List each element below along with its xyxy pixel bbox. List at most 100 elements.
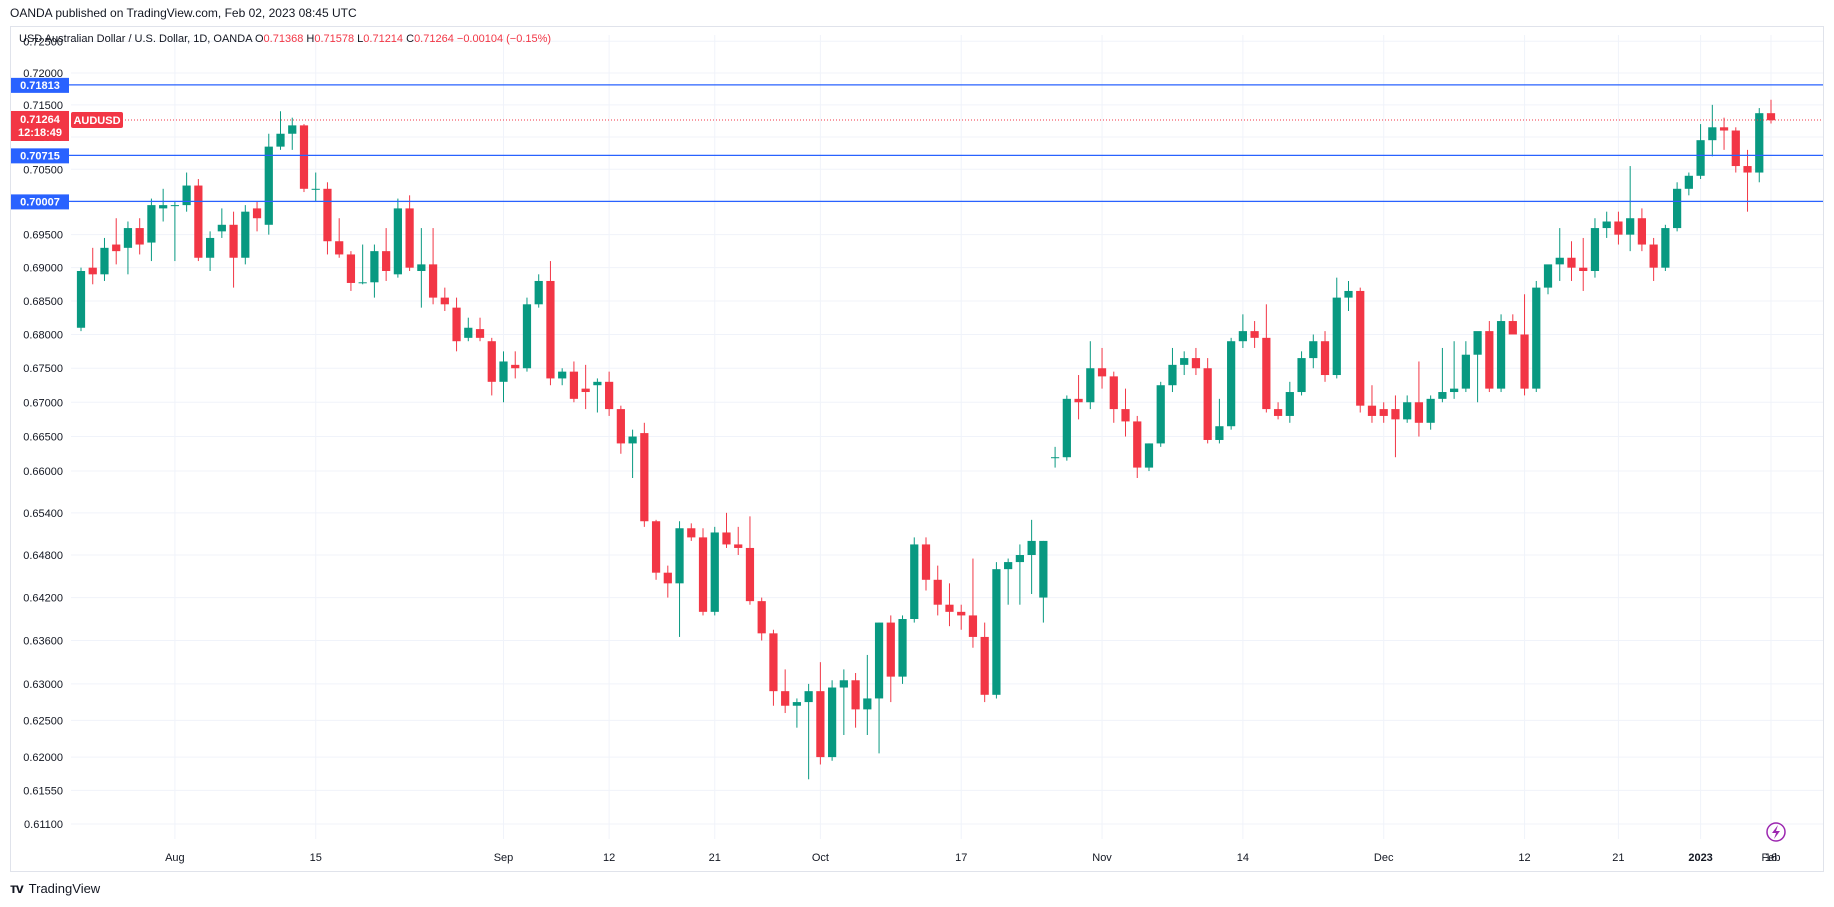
y-tick-label: 0.63000 [23, 679, 63, 691]
legend-h-value: 0.71578 [314, 33, 357, 45]
candle-body [968, 615, 978, 637]
candle-body [358, 282, 367, 284]
candle-body [1086, 368, 1095, 403]
candle-body [781, 691, 790, 706]
candle-body [828, 687, 837, 758]
x-tick-label: 21 [709, 852, 721, 864]
y-tick-label: 0.66000 [23, 466, 63, 478]
candle-body [569, 371, 579, 399]
candle-body [1485, 331, 1494, 389]
candle-body [886, 622, 895, 677]
candle-body [299, 125, 309, 189]
candle-body [252, 208, 262, 219]
candle-body [511, 364, 520, 369]
candle-body [898, 618, 907, 677]
candle-body [710, 532, 719, 612]
legend-h-label: H [306, 33, 314, 45]
lightning-icon[interactable] [1766, 822, 1786, 842]
y-tick-label: 0.72000 [23, 68, 63, 80]
level-price-tag [11, 77, 69, 93]
candle-body [100, 247, 109, 275]
candle-body [417, 264, 426, 272]
legend-symbol: Australian Dollar / U.S. Dollar, 1D, OAN… [45, 33, 255, 45]
candle-body [405, 208, 414, 268]
symbol-tag-label: AUDUSD [73, 115, 120, 127]
candle-body [499, 361, 508, 382]
y-tick-label: 0.63600 [23, 636, 63, 648]
candle-body [428, 264, 438, 298]
y-tick-label: 0.70500 [23, 164, 63, 176]
candle-body [663, 572, 672, 584]
y-tick-label: 0.66500 [23, 432, 63, 444]
legend-currency: USD [19, 33, 42, 45]
candle-body [651, 521, 661, 573]
candle-body [112, 244, 121, 252]
x-tick-label: 12 [603, 852, 615, 864]
legend-l-value: 0.71214 [363, 33, 406, 45]
candle-body [757, 601, 766, 634]
candle-body [1461, 354, 1470, 389]
candle-body [1004, 562, 1013, 570]
candle-body [616, 409, 625, 444]
level-price-tag [11, 148, 69, 164]
candle-body [921, 544, 931, 580]
y-tick-label: 0.71500 [23, 100, 63, 112]
candle-body [698, 537, 708, 612]
candle-body [992, 569, 1001, 695]
candle-body [276, 133, 285, 147]
y-tick-label: 0.68500 [23, 296, 63, 308]
candle-body [1438, 392, 1447, 399]
legend-c-value: 0.71264 [414, 33, 457, 45]
candle-body [475, 329, 485, 338]
candle-body [839, 680, 848, 688]
x-tick-label: Dec [1374, 852, 1394, 864]
price-chart[interactable]: 0.725000.720000.715000.710000.705000.700… [11, 27, 1823, 871]
candle-body [323, 188, 332, 242]
candle-body [1180, 358, 1189, 365]
candle-body [593, 381, 602, 386]
candle-body [288, 125, 297, 134]
x-tick-label: 21 [1612, 852, 1624, 864]
candle-body [675, 528, 684, 584]
symbol-tag [71, 111, 123, 128]
candle-body [159, 205, 168, 209]
candle-body [1684, 175, 1693, 189]
candle-body [1414, 402, 1424, 423]
legend-o-label: O [255, 33, 264, 45]
legend-c-label: C [406, 33, 414, 45]
x-tick-label: Aug [165, 852, 185, 864]
tradingview-brand-label: TradingView [28, 880, 101, 896]
candle-body [722, 532, 731, 545]
x-tick-label: Feb [1762, 852, 1781, 864]
candle-body [522, 304, 532, 369]
level-price-tag [11, 194, 69, 210]
candle-body [1215, 426, 1224, 440]
candle-body [910, 544, 919, 619]
legend-change: −0.00104 (−0.15%) [457, 33, 551, 45]
candle-body [1532, 287, 1541, 389]
candle-body [1050, 457, 1060, 459]
candle-body [1661, 228, 1670, 268]
candle-body [605, 381, 614, 410]
candle-body [1696, 140, 1705, 176]
candle-body [1250, 331, 1259, 338]
y-tick-label: 0.72500 [23, 36, 63, 48]
candle-body [687, 528, 696, 538]
candle-body [1356, 290, 1365, 406]
tradingview-logo[interactable]: ᴛᴠ TradingView [10, 880, 100, 896]
candle-body [851, 680, 860, 710]
candle-body [1191, 358, 1201, 369]
y-tick-label: 0.61100 [24, 819, 63, 831]
lightning-bolt-icon [1772, 825, 1780, 839]
candle-body [205, 237, 215, 258]
x-tick-label: 16 [1765, 852, 1777, 864]
candle-body [1133, 421, 1142, 468]
candle-body [1309, 341, 1318, 359]
candle-body [88, 267, 97, 275]
candle-body [1626, 218, 1635, 235]
candle-body [1062, 398, 1071, 458]
candle-body [581, 388, 590, 393]
chart-panel[interactable]: 0.725000.720000.715000.710000.705000.700… [10, 26, 1824, 872]
candle-body [1473, 331, 1482, 355]
legend-o-value: 0.71368 [264, 33, 307, 45]
